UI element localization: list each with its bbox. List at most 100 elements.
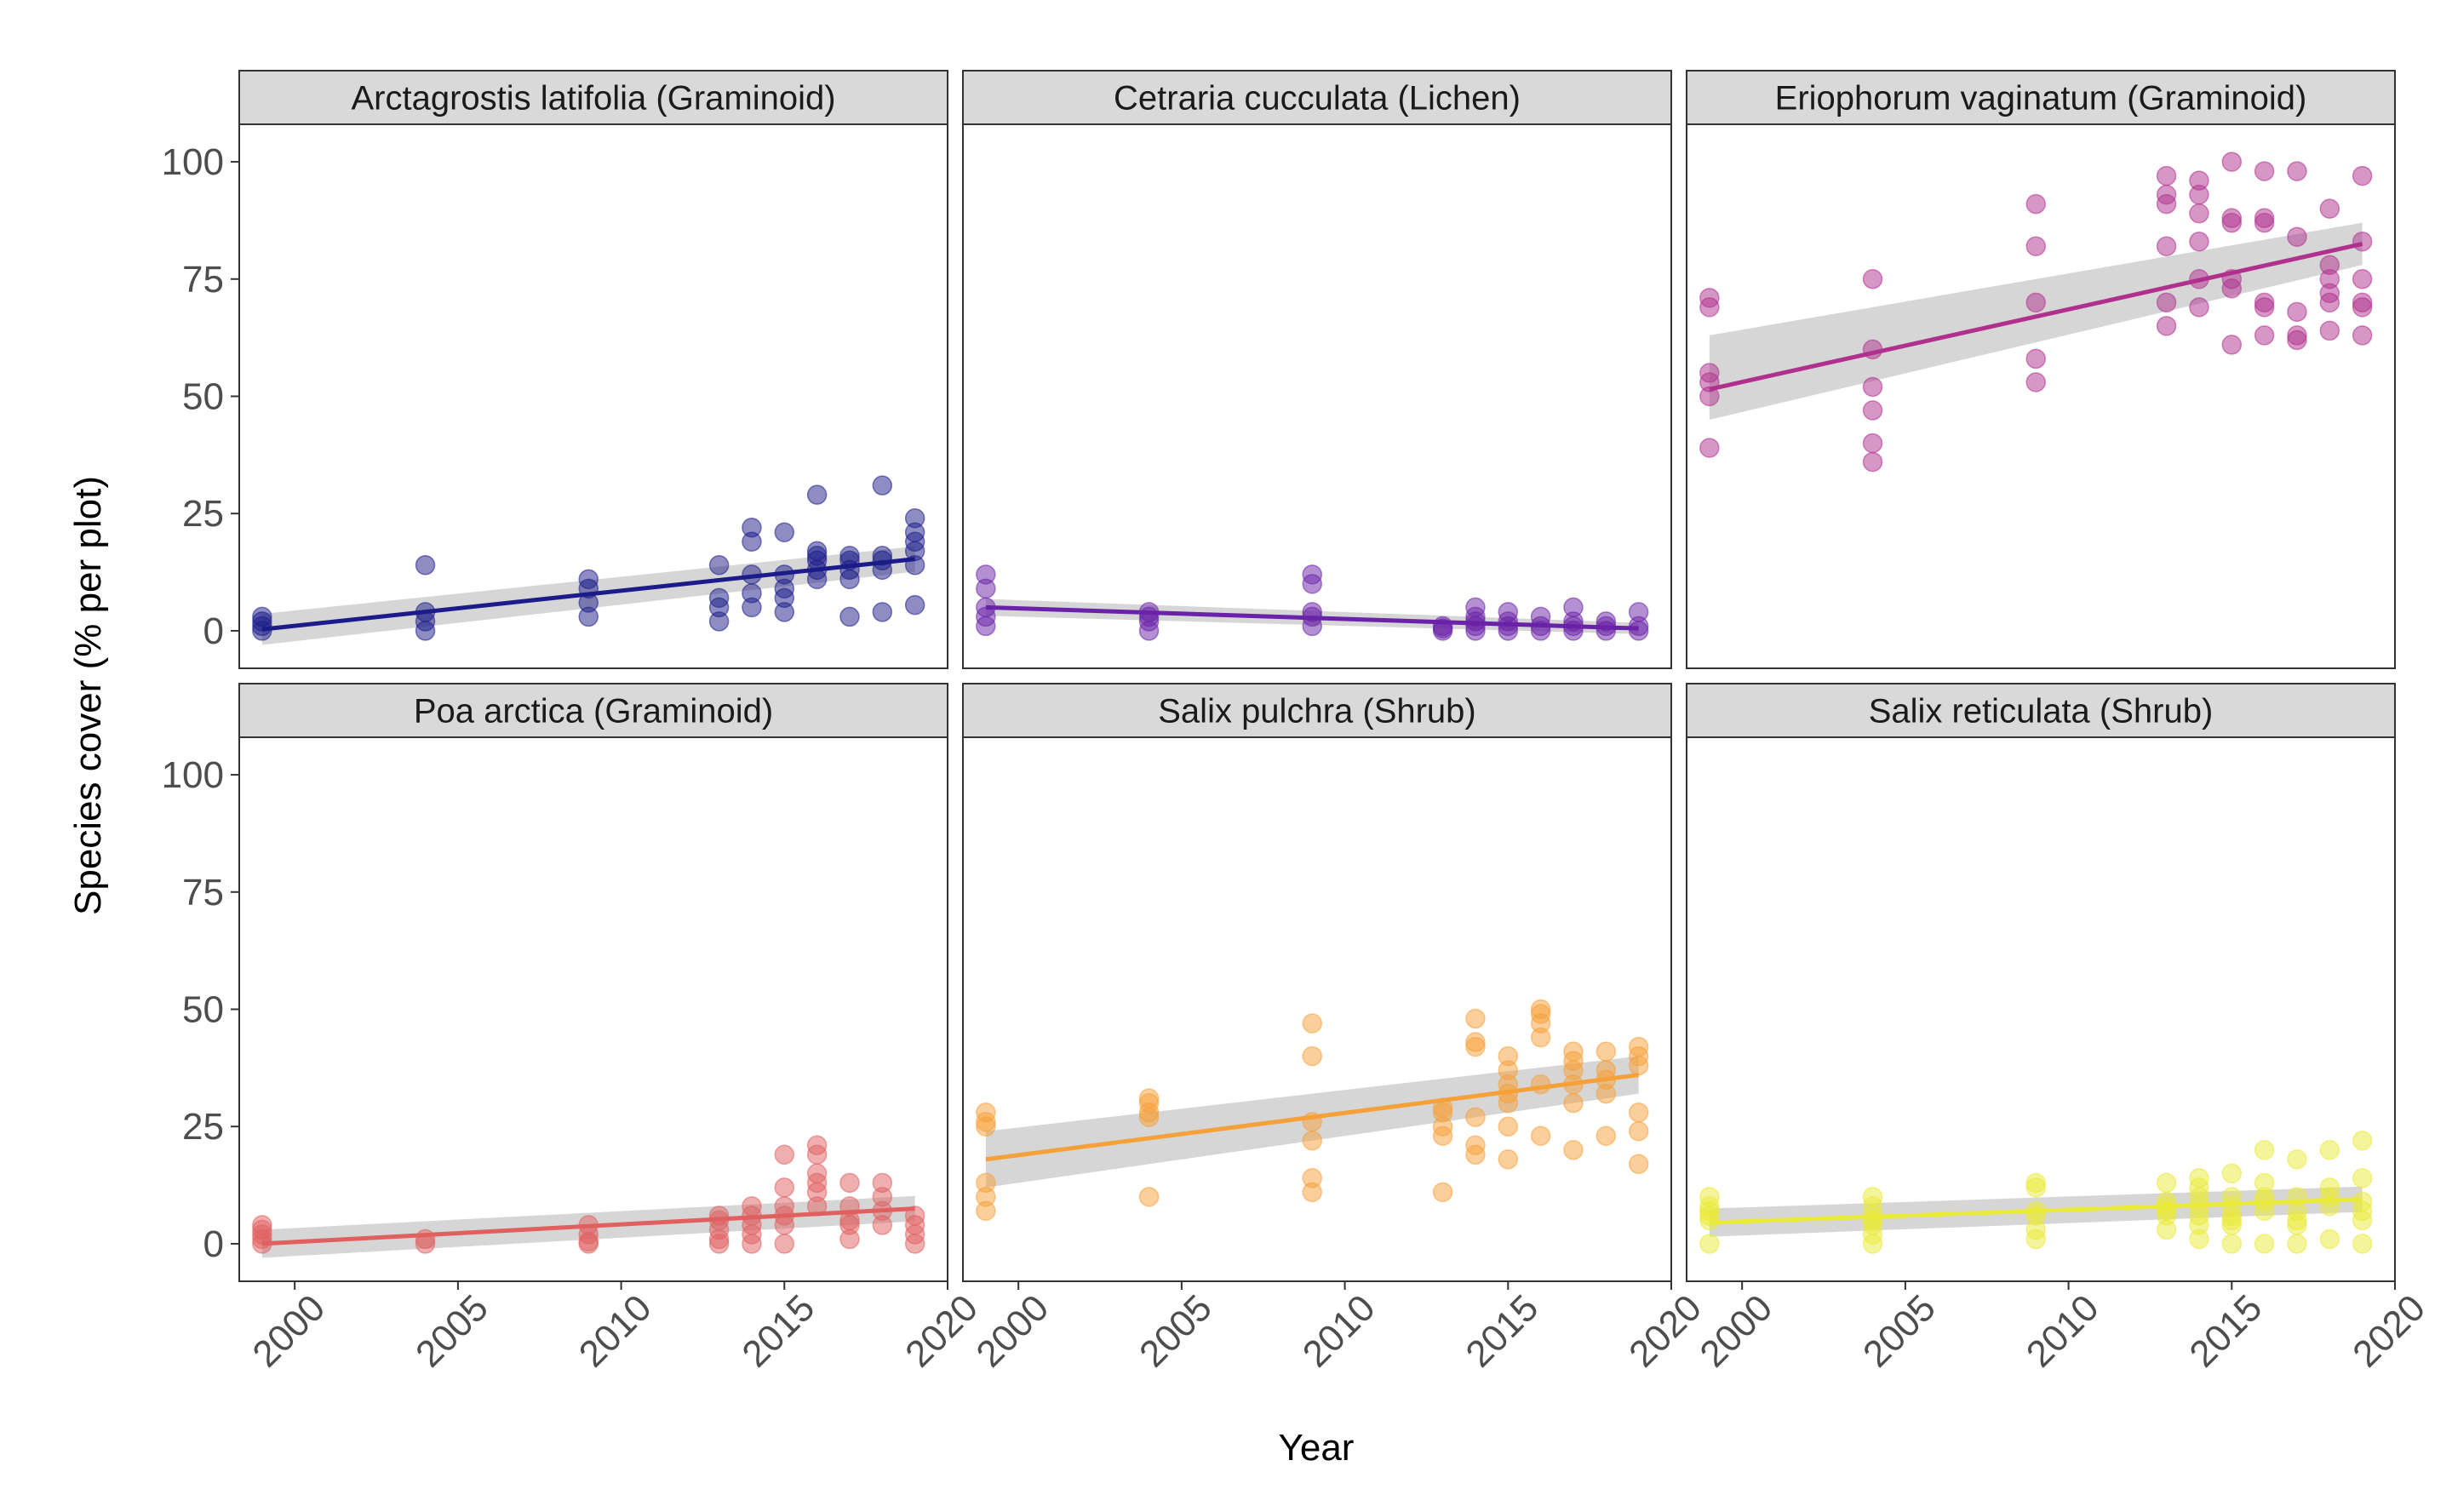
data-point	[2189, 297, 2209, 318]
y-tick-label: 0	[203, 1223, 224, 1265]
data-point	[806, 541, 828, 562]
panel-border	[1686, 736, 2396, 1282]
facet-panel-3: Eriophorum vaginatum (Graminoid)	[1686, 70, 2396, 669]
y-tick-label: 50	[182, 376, 224, 418]
data-point	[1302, 1168, 1322, 1188]
data-point	[1302, 1130, 1322, 1151]
data-point	[839, 546, 860, 566]
y-tick-label: 75	[182, 259, 224, 301]
data-point	[1302, 1045, 1322, 1067]
facet-strip	[1686, 70, 2396, 125]
data-point	[2156, 165, 2177, 186]
data-point	[806, 484, 828, 505]
data-point	[2352, 165, 2373, 186]
panel-background	[239, 737, 948, 1281]
data-point	[742, 517, 762, 538]
data-point	[2189, 1168, 2209, 1188]
data-point	[1862, 1187, 1883, 1207]
data-point	[774, 1177, 795, 1198]
data-point	[2156, 184, 2177, 205]
data-point	[1862, 269, 1883, 289]
data-point	[1530, 1074, 1551, 1095]
data-point	[2156, 1172, 2177, 1194]
data-point	[1862, 451, 1883, 472]
trend-line	[261, 557, 915, 632]
data-point	[2156, 236, 2177, 256]
data-point	[1138, 1187, 1160, 1207]
data-point	[1563, 1140, 1584, 1160]
facet-strip	[962, 70, 1672, 125]
facet-panel-4: Poa arctica (Graminoid)	[238, 683, 948, 1282]
data-point	[2221, 1163, 2243, 1184]
data-point	[1530, 999, 1551, 1020]
data-point	[1699, 1187, 1720, 1207]
data-point	[2189, 231, 2209, 252]
data-point	[1596, 1041, 1617, 1062]
data-point	[2287, 226, 2307, 247]
data-point	[1628, 1102, 1649, 1123]
data-point	[578, 569, 599, 590]
data-points	[1699, 152, 2373, 472]
data-point	[2287, 161, 2307, 181]
data-point	[2352, 269, 2373, 289]
data-points	[252, 475, 925, 641]
data-point	[2254, 161, 2275, 181]
data-point	[976, 1172, 996, 1194]
data-point	[806, 1135, 828, 1155]
data-point	[252, 606, 272, 627]
trend-line	[985, 1073, 1639, 1162]
data-point	[708, 555, 730, 576]
data-point	[872, 602, 893, 622]
facet-title: Salix reticulata (Shrub)	[1869, 693, 2214, 730]
facet-title: Eriophorum vaginatum (Graminoid)	[1775, 80, 2307, 117]
data-point	[2287, 301, 2307, 323]
data-point	[1563, 1041, 1584, 1062]
y-tick-label: 100	[162, 141, 224, 183]
data-point	[1563, 1092, 1584, 1114]
facet-strip	[238, 70, 948, 125]
trend-line	[985, 604, 1639, 631]
data-point	[904, 594, 925, 616]
data-point	[2025, 372, 2046, 392]
data-points	[252, 1135, 925, 1254]
data-points	[976, 999, 1649, 1222]
y-tick-label: 50	[182, 989, 224, 1031]
data-point	[2221, 152, 2243, 172]
data-point	[2189, 203, 2209, 224]
facet-strip	[1686, 683, 2396, 738]
data-point	[2254, 292, 2275, 313]
facet-panel-1: Arctagrostis latifolia (Graminoid)	[238, 70, 948, 669]
data-point	[2156, 316, 2177, 336]
data-point	[774, 1196, 795, 1217]
trend-line	[1709, 242, 2363, 392]
data-point	[1628, 1120, 1649, 1142]
data-point	[1465, 597, 1486, 618]
data-point	[1432, 616, 1453, 637]
data-point	[1498, 1149, 1519, 1170]
data-point	[872, 475, 893, 495]
data-point	[2156, 292, 2177, 313]
trend-line	[261, 1206, 915, 1246]
facets-layer: Arctagrostis latifolia (Graminoid) Cetrar…	[238, 70, 2396, 1282]
data-point	[839, 606, 860, 627]
data-point	[1862, 376, 1883, 398]
facet-panel-2: Cetraria cucculata (Lichen)	[962, 70, 1672, 669]
data-point	[708, 1206, 730, 1226]
data-point	[904, 507, 925, 529]
y-tick-label: 100	[162, 754, 224, 796]
data-point	[2025, 236, 2046, 256]
data-point	[1302, 1013, 1322, 1034]
data-point	[2025, 292, 2046, 313]
data-point	[1563, 597, 1584, 618]
trend-line	[1709, 1197, 2363, 1225]
y-axis-title: Species cover (% per plot)	[67, 476, 109, 915]
data-point	[708, 587, 730, 609]
data-point	[1699, 363, 1720, 383]
data-point	[1465, 1107, 1486, 1127]
data-point	[2352, 292, 2373, 313]
data-point	[774, 522, 795, 542]
data-point	[2025, 193, 2046, 215]
data-point	[839, 1172, 860, 1194]
facet-panel-6: Salix reticulata (Shrub)	[1686, 683, 2396, 1282]
data-point	[2287, 1149, 2307, 1170]
